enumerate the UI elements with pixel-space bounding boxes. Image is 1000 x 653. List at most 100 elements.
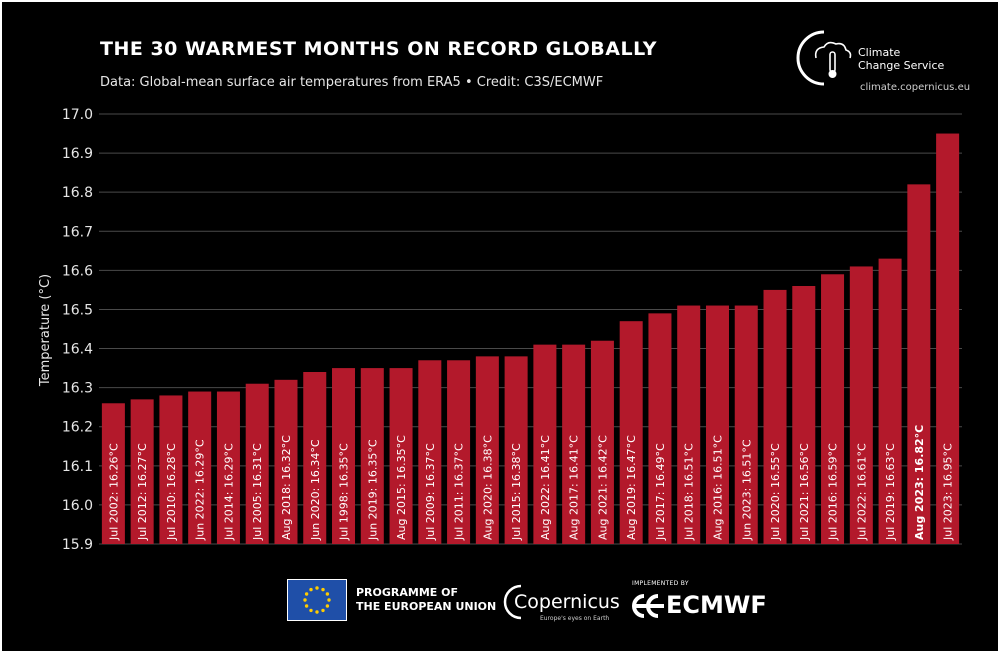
bar-label: Jul 2019: 16.63°C [884, 443, 897, 541]
eu-star-icon [309, 608, 313, 613]
bar [274, 379, 298, 544]
bar [562, 344, 586, 544]
grid-lines [99, 113, 962, 545]
bar [677, 305, 701, 544]
copernicus-wordmark: Copernicus [514, 591, 620, 613]
eu-star-icon [315, 610, 319, 614]
eu-star-icon [325, 604, 330, 608]
bar [821, 274, 845, 544]
eu-star-icon [315, 586, 319, 590]
y-tick-label: 16.7 [62, 224, 93, 240]
y-tick-label: 16.3 [62, 381, 93, 397]
bar [101, 403, 125, 544]
bar [475, 356, 499, 544]
bar [332, 368, 356, 544]
bar-label: Jul 2011: 16.37°C [453, 443, 466, 541]
bar-label: Aug 2022: 16.41°C [539, 435, 552, 540]
bar-label: Jul 2012: 16.27°C [136, 443, 149, 541]
bar-label: Jul 2023: 16.95°C [942, 443, 955, 541]
bar [792, 286, 816, 544]
bar [360, 368, 384, 544]
eu-star-icon [321, 587, 325, 592]
y-tick-label: 16.2 [62, 420, 93, 436]
bar-label: Aug 2017: 16.41°C [568, 435, 581, 540]
bar [504, 356, 528, 544]
bar [303, 372, 327, 544]
copernicus-tagline: Europe's eyes on Earth [540, 615, 610, 622]
bar-label: Aug 2023: 16.82°C [913, 425, 926, 540]
bar [878, 258, 902, 544]
y-tick-label: 15.9 [62, 537, 93, 553]
bar-label: Jun 2020: 16.34°C [309, 439, 322, 541]
bar-label: Aug 2016: 16.51°C [711, 435, 724, 540]
bar-label: Jul 2022: 16.61°C [855, 443, 868, 541]
eu-star-icon [327, 598, 331, 602]
bar [533, 344, 557, 544]
bar [763, 289, 787, 544]
y-tick-label: 16.9 [62, 146, 93, 162]
bar [648, 313, 672, 544]
bar-label: Jul 2014: 16.29°C [222, 443, 235, 541]
bar [245, 383, 269, 544]
bar [159, 395, 183, 544]
eu-stars-icon [303, 586, 331, 614]
bar-label: Jul 2016: 16.59°C [827, 443, 840, 541]
c3s-name-line-2: Change Service [858, 59, 945, 72]
bar [907, 184, 931, 544]
eu-star-icon [304, 604, 309, 608]
y-tick-label: 16.6 [62, 263, 93, 279]
bar-label: Jul 2021: 16.56°C [798, 443, 811, 541]
bar [734, 305, 758, 544]
bar [418, 360, 442, 544]
bar-label: Jun 2023: 16.51°C [740, 439, 753, 541]
bar-labels: Jul 2002: 16.26°C Jul 2012: 16.27°C Jul 20… [107, 425, 954, 541]
bar [936, 133, 960, 544]
bar [188, 391, 212, 544]
y-tick-label: 16.4 [62, 342, 93, 358]
y-tick-labels: 15.9 16.0 16.1 16.2 16.3 16.4 16.5 16.6 16.7 16.8… [62, 107, 93, 553]
c3s-name-line-1: Climate [858, 46, 901, 59]
y-axis-label: Temperature (°C) [38, 274, 53, 387]
eu-star-icon [321, 608, 325, 613]
bar-label: Jul 2009: 16.37°C [424, 443, 437, 541]
bar [590, 340, 614, 544]
bar-label: Jul 1998: 16.35°C [338, 443, 351, 541]
bar [705, 305, 729, 544]
bar-label: Jul 2005: 16.31°C [251, 443, 264, 541]
eu-programme-line-1: PROGRAMME OF [356, 586, 458, 599]
bar-label: Jul 2010: 16.28°C [165, 443, 178, 541]
ecmwf-wordmark: ECMWF [666, 591, 767, 619]
chart-title: THE 30 WARMEST MONTHS ON RECORD GLOBALLY [100, 38, 657, 60]
eu-star-icon [304, 592, 309, 596]
bar-label: Jun 2019: 16.35°C [366, 439, 379, 541]
bar-label: Jun 2022: 16.29°C [194, 439, 207, 541]
bar [130, 399, 154, 544]
ecmwf-implemented-by: IMPLEMENTED BY [632, 580, 689, 587]
bar [389, 368, 413, 544]
copernicus-logo-icon [503, 584, 522, 620]
bar-chart: 15.9 16.0 16.1 16.2 16.3 16.4 16.5 16.6 16.7 16.8… [38, 107, 962, 553]
y-tick-label: 17.0 [62, 107, 93, 123]
bar [447, 360, 471, 544]
eu-star-icon [303, 598, 307, 602]
climate-change-service-logo-icon [796, 30, 852, 86]
eu-flag-icon [287, 579, 347, 621]
bar-label: Jul 2015: 16.38°C [510, 443, 523, 541]
bar [619, 321, 643, 544]
y-tick-label: 16.8 [62, 185, 93, 201]
bar-label: Aug 2018: 16.32°C [280, 435, 293, 540]
bar-label: Aug 2019: 16.47°C [625, 435, 638, 540]
y-tick-label: 16.5 [62, 302, 93, 318]
bar-label: Jul 2002: 16.26°C [107, 443, 120, 541]
ecmwf-logo-icon [632, 594, 664, 618]
bars [101, 133, 960, 544]
bar-label: Aug 2021: 16.42°C [596, 435, 609, 540]
eu-star-icon [309, 587, 313, 592]
bar [849, 266, 873, 544]
bar [216, 391, 240, 544]
bar-label: Jul 2020: 16.55°C [769, 443, 782, 541]
bar-label: Aug 2015: 16.35°C [395, 435, 408, 540]
eu-programme-line-2: THE EUROPEAN UNION [356, 600, 497, 613]
bar-label: Aug 2020: 16.38°C [481, 435, 494, 540]
bar-label: Jul 2018: 16.51°C [683, 443, 696, 541]
